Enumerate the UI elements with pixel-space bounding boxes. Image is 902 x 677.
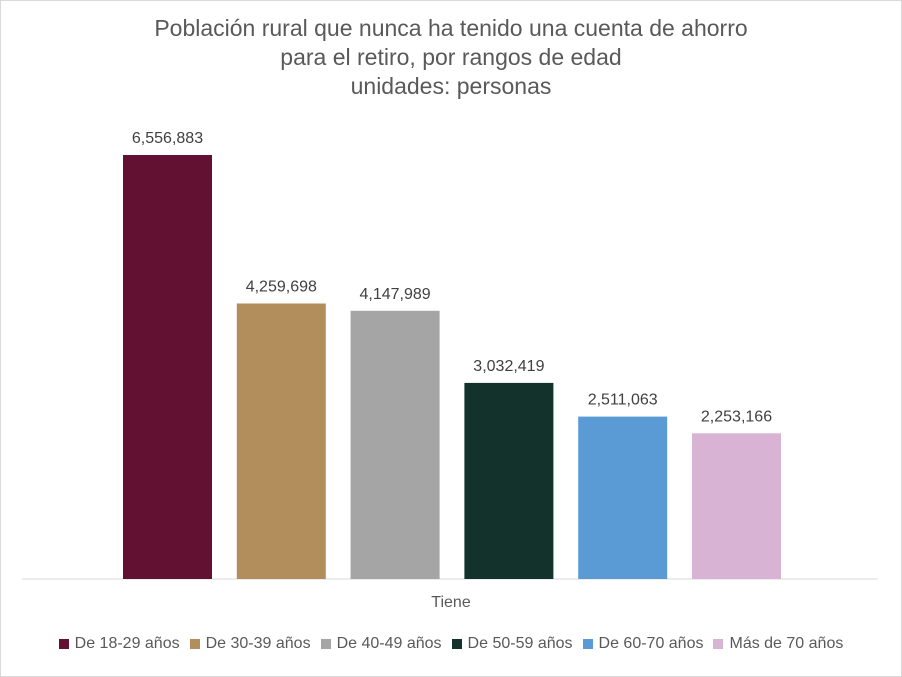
chart-title: Población rural que nunca ha tenido una … <box>0 14 902 101</box>
legend-label-2: De 30-39 años <box>205 635 311 652</box>
data-label-1: 6,556,883 <box>132 130 203 147</box>
legend-label-5: De 60-70 años <box>598 635 704 652</box>
legend-item-1: De 18-29 años <box>58 635 180 653</box>
legend-item-4: De 50-59 años <box>451 635 573 653</box>
bar-2 <box>236 303 326 579</box>
bar-5 <box>578 416 668 579</box>
bar-1 <box>123 155 212 579</box>
legend-item-3: De 40-49 años <box>320 635 442 653</box>
bar-4 <box>464 382 554 579</box>
legend-label-4: De 50-59 años <box>467 635 573 652</box>
x-axis-category-label: Tiene <box>431 594 471 611</box>
data-label-5: 2,511,063 <box>588 392 658 409</box>
legend-swatch-2 <box>189 639 200 649</box>
legend-label-3: De 40-49 años <box>336 635 442 652</box>
chart-title-line-1: Población rural que nunca ha tenido una … <box>154 15 748 41</box>
bar-3 <box>350 310 440 579</box>
data-label-4: 3,032,419 <box>473 358 544 375</box>
legend-label-6: Más de 70 años <box>729 635 844 652</box>
legend-label-1: De 18-29 años <box>74 635 180 652</box>
legend-item-6: Más de 70 años <box>713 635 843 653</box>
data-label-3: 4,147,989 <box>360 286 431 303</box>
chart-title-line-3: unidades: personas <box>350 73 552 99</box>
data-label-6: 2,253,166 <box>701 408 772 425</box>
legend-swatch-3 <box>320 639 331 649</box>
bar-6 <box>692 433 781 579</box>
legend-swatch-1 <box>58 639 69 649</box>
legend-swatch-4 <box>451 639 462 649</box>
legend-item-2: De 30-39 años <box>189 635 311 653</box>
legend-swatch-5 <box>582 639 593 649</box>
legend-item-5: De 60-70 años <box>582 635 704 653</box>
legend: De 18-29 años De 30-39 años De 40-49 años D… <box>0 635 902 653</box>
legend-swatch-6 <box>713 639 724 649</box>
data-label-2: 4,259,698 <box>246 279 317 296</box>
chart-title-line-2: para el retiro, por rangos de edad <box>280 44 622 70</box>
